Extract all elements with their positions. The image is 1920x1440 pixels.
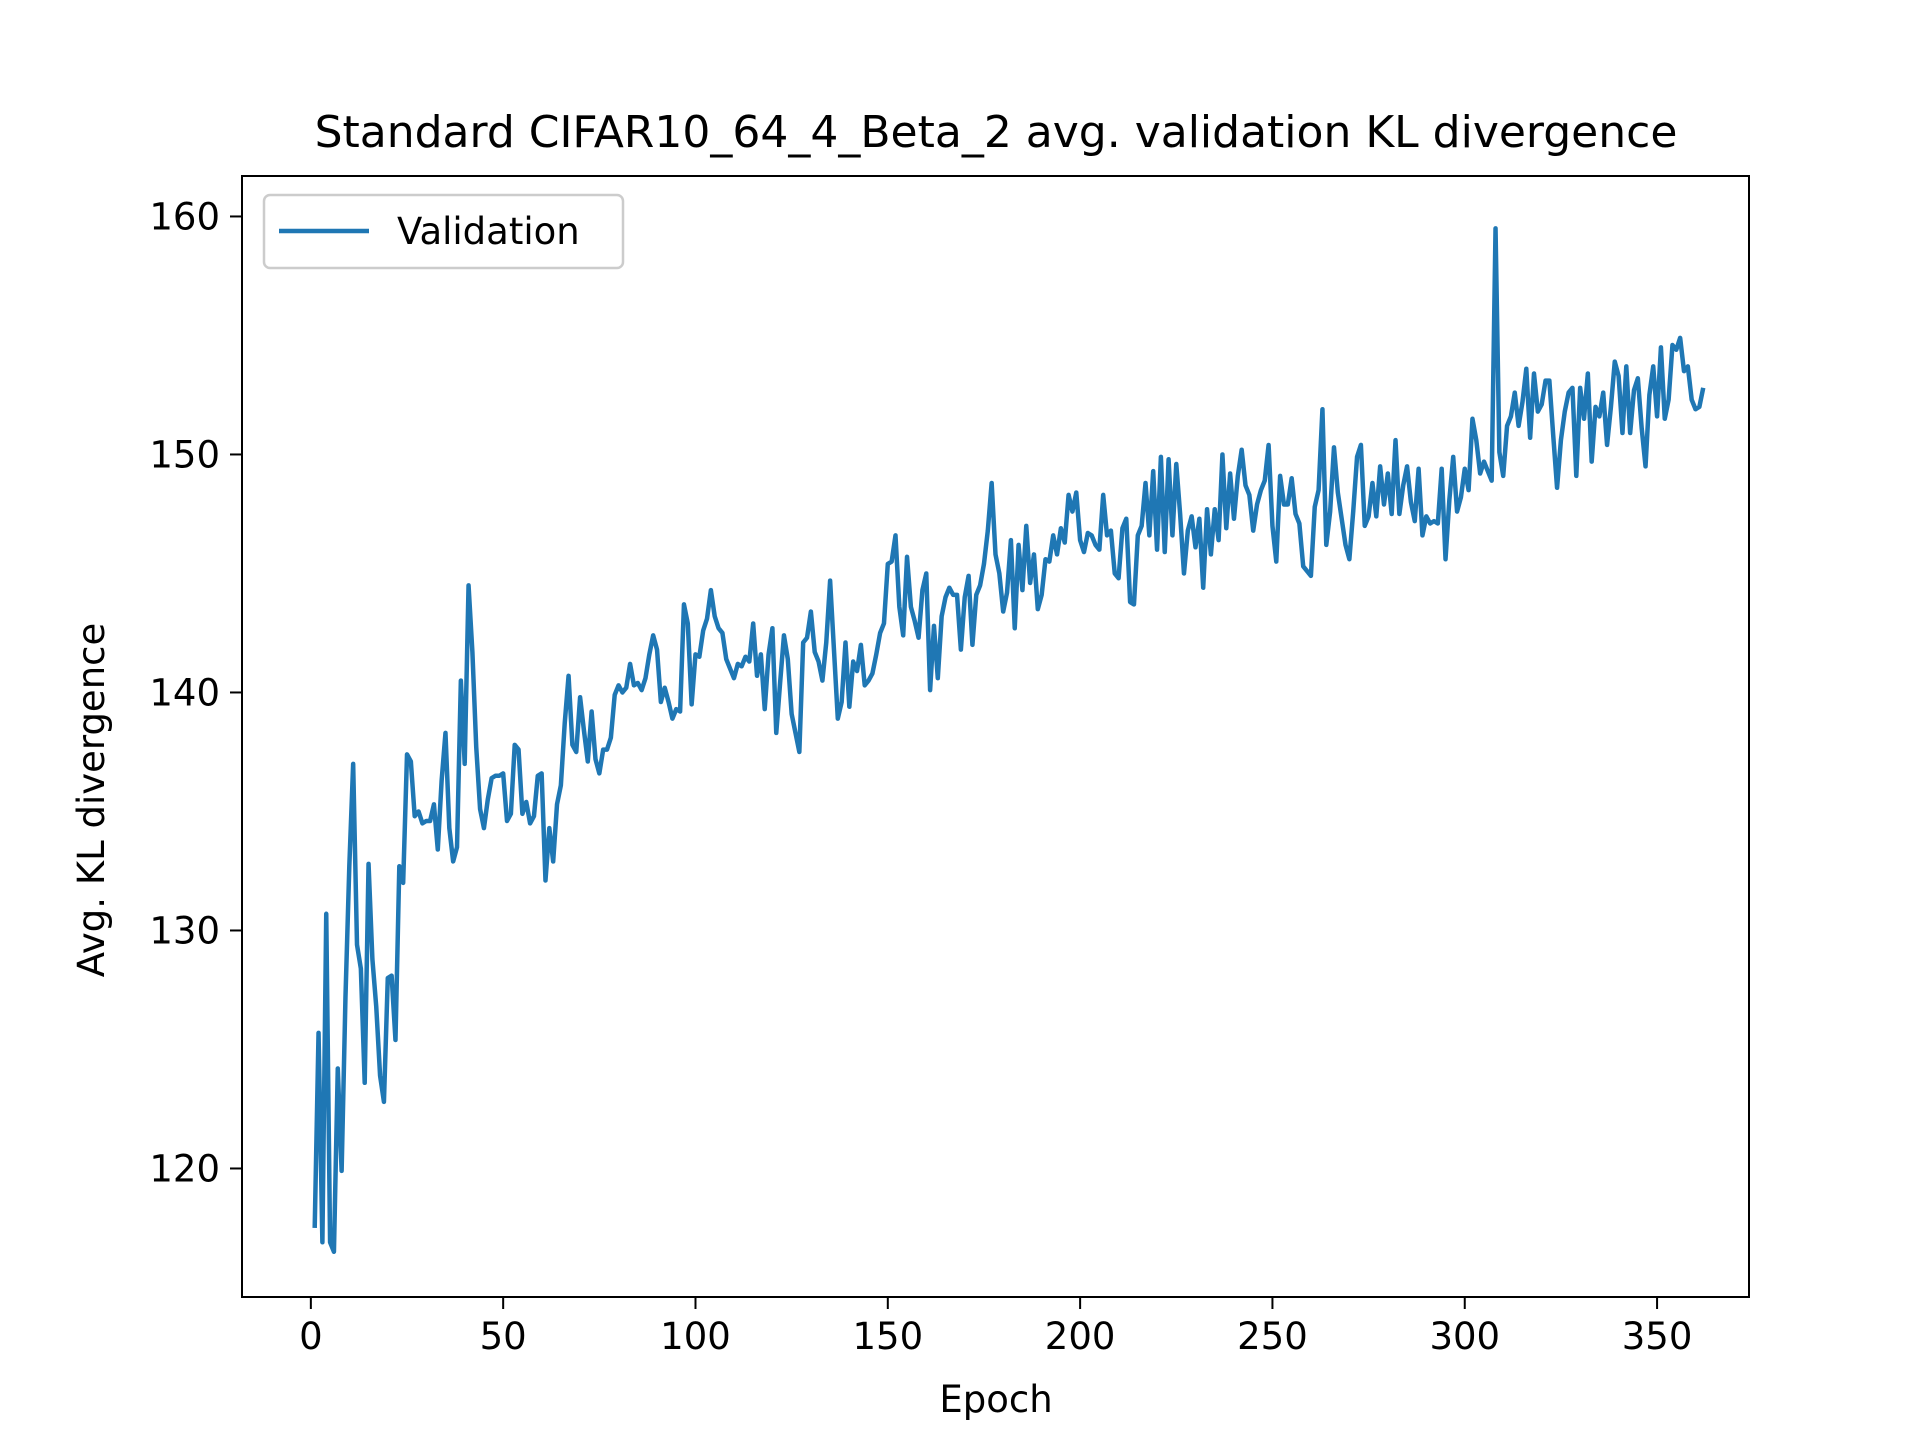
series-line-validation [312, 226, 1706, 1255]
x-tick-label: 0 [299, 1315, 323, 1358]
axes-frame [241, 175, 1750, 1298]
legend: Validation [262, 193, 625, 270]
x-axis-ticks: 0 50 100 150 200 250 300 350 [299, 1297, 1692, 1358]
legend-box [262, 193, 625, 270]
y-tick-label: 140 [149, 671, 220, 714]
y-tick-label: 150 [149, 433, 220, 476]
x-tick-label: 150 [852, 1315, 923, 1358]
x-tick-label: 100 [660, 1315, 731, 1358]
y-axis-label: Avg. KL divergence [70, 623, 113, 977]
y-axis-ticks: 120 130 140 150 160 [149, 195, 242, 1190]
x-tick-label: 50 [480, 1315, 527, 1358]
y-tick-label: 130 [149, 909, 220, 952]
y-tick-label: 120 [149, 1147, 220, 1190]
x-tick-label: 300 [1429, 1315, 1500, 1358]
x-tick-label: 350 [1622, 1315, 1693, 1358]
x-tick-label: 250 [1237, 1315, 1308, 1358]
chart-title: Standard CIFAR10_64_4_Beta_2 avg. valida… [315, 107, 1678, 158]
plot-area [312, 226, 1706, 1255]
x-tick-label: 200 [1045, 1315, 1116, 1358]
x-axis-label: Epoch [939, 1378, 1052, 1421]
legend-label-validation: Validation [397, 210, 580, 253]
y-tick-label: 160 [149, 195, 220, 238]
